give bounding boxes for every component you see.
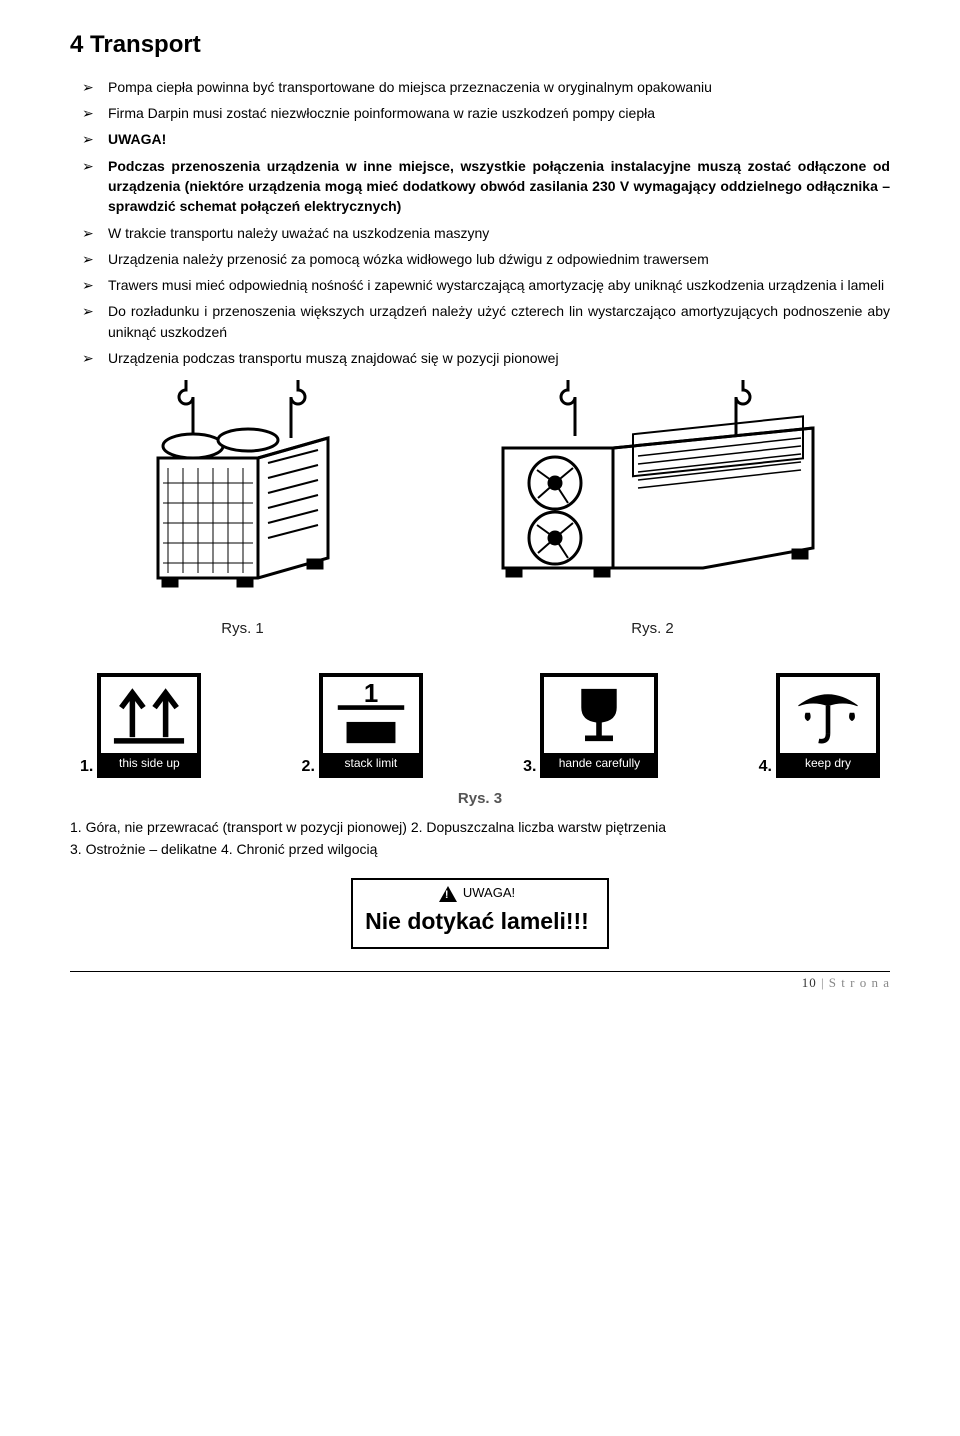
warning-head: UWAGA! bbox=[365, 884, 589, 903]
bullet-item: W trakcie transportu należy uważać na us… bbox=[82, 223, 890, 243]
bullet-item: Urządzenia podczas transportu muszą znaj… bbox=[82, 348, 890, 368]
bullet-text: Trawers musi mieć odpowiednią nośność i … bbox=[108, 277, 884, 293]
bullet-text: Pompa ciepła powinna być transportowane … bbox=[108, 79, 712, 95]
stack-limit-icon: 1 bbox=[323, 677, 419, 753]
bullet-text: Do rozładunku i przenoszenia większych u… bbox=[108, 303, 890, 339]
picto-label: this side up bbox=[101, 753, 197, 773]
bullet-text: UWAGA! bbox=[108, 131, 166, 147]
picto-number: 1. bbox=[80, 755, 93, 778]
picto-number: 2. bbox=[302, 755, 315, 778]
section-heading: 4 Transport bbox=[70, 28, 890, 63]
caption-part: 1. Góra, nie przewracać (transport w poz… bbox=[70, 819, 411, 835]
page-sep: | bbox=[817, 975, 829, 990]
picto-box: keep dry bbox=[776, 673, 880, 777]
page-footer: 10 | S t r o n a bbox=[70, 974, 890, 993]
bullet-item: Pompa ciepła powinna być transportowane … bbox=[82, 77, 890, 97]
rys3-label: Rys. 3 bbox=[70, 788, 890, 810]
this-side-up-icon bbox=[101, 677, 197, 753]
picto-box: this side up bbox=[97, 673, 201, 777]
bullet-text: Podczas przenoszenia urządzenia w inne m… bbox=[108, 158, 890, 215]
picto-label: keep dry bbox=[780, 753, 876, 773]
picto-stack-limit: 2. 1 stack limit bbox=[302, 673, 423, 777]
caption-part: 3. Ostrożnie – delikatne 4. Chronić prze… bbox=[70, 841, 377, 857]
figure-1: Rys. 1 bbox=[138, 378, 348, 639]
lifting-diagram-1-icon bbox=[138, 378, 348, 608]
bullet-item: Podczas przenoszenia urządzenia w inne m… bbox=[82, 156, 890, 217]
picto-number: 3. bbox=[523, 755, 536, 778]
bullet-text: Urządzenia należy przenosić za pomocą wó… bbox=[108, 251, 709, 267]
svg-text:1: 1 bbox=[364, 680, 378, 708]
bullet-item: Urządzenia należy przenosić za pomocą wó… bbox=[82, 249, 890, 269]
picto-keep-dry: 4. keep dry bbox=[759, 673, 880, 777]
bullet-list: Pompa ciepła powinna być transportowane … bbox=[70, 77, 890, 369]
caption-part: 2. Dopuszczalna liczba warstw piętrzenia bbox=[411, 819, 666, 835]
pictogram-row: 1. this side up 2. bbox=[70, 673, 890, 777]
warning-triangle-icon bbox=[439, 886, 457, 902]
picto-label: stack limit bbox=[323, 753, 419, 773]
picto-handle-carefully: 3. hande carefully bbox=[523, 673, 658, 777]
bullet-text: W trakcie transportu należy uważać na us… bbox=[108, 225, 489, 241]
warning-box: UWAGA! Nie dotykać lameli!!! bbox=[70, 878, 890, 948]
fragile-icon bbox=[544, 677, 654, 753]
bullet-item: Firma Darpin musi zostać niezwłocznie po… bbox=[82, 103, 890, 123]
bullet-item: UWAGA! bbox=[82, 129, 890, 149]
picto-number: 4. bbox=[759, 755, 772, 778]
figure-row: Rys. 1 bbox=[70, 378, 890, 639]
picto-this-side-up: 1. this side up bbox=[80, 673, 201, 777]
bullet-item: Do rozładunku i przenoszenia większych u… bbox=[82, 301, 890, 342]
lifting-diagram-2-icon bbox=[483, 378, 823, 608]
picto-label: hande carefully bbox=[544, 753, 654, 773]
bullet-item: Trawers musi mieć odpowiednią nośność i … bbox=[82, 275, 890, 295]
bullet-text: Urządzenia podczas transportu muszą znaj… bbox=[108, 350, 559, 366]
page-footer-rule bbox=[70, 971, 890, 972]
warning-head-text: UWAGA! bbox=[463, 884, 515, 903]
figure-2: Rys. 2 bbox=[483, 378, 823, 639]
figure-2-label: Rys. 2 bbox=[483, 618, 823, 640]
keep-dry-icon bbox=[780, 677, 876, 753]
pictogram-caption: 1. Góra, nie przewracać (transport w poz… bbox=[70, 816, 890, 861]
bullet-text: Firma Darpin musi zostać niezwłocznie po… bbox=[108, 105, 655, 121]
warning-text: Nie dotykać lameli!!! bbox=[365, 905, 589, 938]
page-number: 10 bbox=[802, 975, 817, 990]
page-word: S t r o n a bbox=[829, 975, 890, 990]
picto-box: 1 stack limit bbox=[319, 673, 423, 777]
warning-frame: UWAGA! Nie dotykać lameli!!! bbox=[351, 878, 609, 948]
figure-1-label: Rys. 1 bbox=[138, 618, 348, 640]
picto-box: hande carefully bbox=[540, 673, 658, 777]
